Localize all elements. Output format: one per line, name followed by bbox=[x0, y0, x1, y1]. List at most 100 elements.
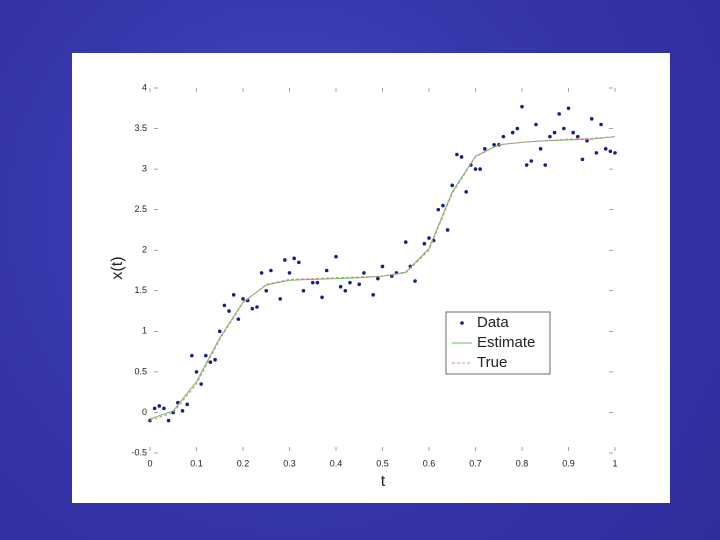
data-point bbox=[501, 134, 506, 139]
data-point bbox=[320, 295, 324, 300]
y-tick-label: 2.5 bbox=[134, 204, 147, 214]
data-point bbox=[334, 254, 338, 259]
x-axis-label: t bbox=[381, 473, 386, 490]
data-point bbox=[269, 268, 273, 273]
legend-label: True bbox=[477, 354, 507, 371]
y-tick-label: 2 bbox=[142, 245, 147, 255]
data-point bbox=[236, 317, 241, 321]
data-point bbox=[529, 159, 534, 163]
panel bbox=[72, 53, 670, 503]
data-point bbox=[301, 288, 306, 293]
data-point bbox=[548, 134, 552, 139]
data-point bbox=[292, 256, 296, 261]
data-point bbox=[571, 130, 575, 135]
data-point bbox=[473, 167, 478, 171]
data-point bbox=[585, 138, 589, 143]
legend-label: Data bbox=[477, 314, 509, 331]
data-point bbox=[464, 190, 469, 194]
y-tick-label: 4 bbox=[142, 82, 147, 92]
y-tick-label: 3.5 bbox=[134, 123, 147, 133]
data-point bbox=[152, 406, 157, 411]
data-point bbox=[483, 147, 487, 151]
y-axis-label: x(t) bbox=[109, 256, 126, 279]
data-point bbox=[510, 130, 515, 135]
x-tick-label: 1 bbox=[612, 458, 617, 468]
data-point bbox=[222, 303, 227, 308]
data-point bbox=[157, 404, 162, 408]
data-point bbox=[455, 152, 459, 157]
data-point bbox=[324, 268, 329, 273]
data-point bbox=[241, 297, 245, 301]
data-point bbox=[217, 329, 222, 334]
data-point bbox=[520, 104, 524, 109]
data-point bbox=[348, 280, 352, 285]
data-point bbox=[594, 151, 599, 155]
line bbox=[149, 136, 616, 422]
data-point bbox=[376, 276, 380, 281]
data-point bbox=[194, 370, 199, 374]
data-point bbox=[180, 409, 185, 413]
data-point bbox=[190, 353, 194, 358]
data-point bbox=[422, 241, 427, 246]
data-point bbox=[185, 402, 189, 407]
x-tick-label: 0.4 bbox=[330, 458, 343, 468]
data-point bbox=[608, 149, 613, 154]
data-point bbox=[343, 288, 348, 293]
data-point bbox=[515, 126, 520, 131]
data-point bbox=[259, 271, 264, 275]
data-point bbox=[278, 297, 283, 301]
data-point bbox=[199, 382, 203, 386]
data-point bbox=[403, 240, 408, 244]
x-tick-label: 0.5 bbox=[376, 458, 389, 468]
x-tick-label: 0.7 bbox=[469, 458, 482, 468]
data-point bbox=[445, 228, 450, 232]
data-point bbox=[576, 134, 580, 139]
x-tick-label: 0.2 bbox=[237, 458, 250, 468]
data-point bbox=[589, 117, 594, 121]
data-point bbox=[543, 163, 548, 167]
y-tick-label: 3 bbox=[142, 163, 147, 173]
data-point bbox=[450, 183, 455, 188]
data-point bbox=[250, 306, 255, 311]
data-point bbox=[436, 207, 441, 212]
data-point bbox=[534, 122, 538, 127]
data-point bbox=[371, 293, 376, 297]
y-tick-label: 1.5 bbox=[134, 285, 147, 295]
data-point bbox=[310, 280, 315, 285]
data-point bbox=[357, 282, 362, 287]
legend-marker bbox=[460, 321, 464, 325]
data-point bbox=[162, 406, 166, 411]
data-point bbox=[427, 236, 431, 240]
data-point bbox=[492, 142, 496, 147]
x-tick-label: 0.3 bbox=[283, 458, 296, 468]
data-point bbox=[562, 126, 566, 131]
data-point bbox=[255, 305, 259, 309]
data-point bbox=[362, 271, 366, 275]
data-point bbox=[557, 112, 561, 116]
data-point bbox=[552, 130, 557, 135]
x-tick-label: 0.6 bbox=[423, 458, 436, 468]
x-tick-label: 0.9 bbox=[562, 458, 575, 468]
data-point bbox=[283, 258, 287, 262]
data-point bbox=[208, 360, 213, 364]
data-point bbox=[566, 106, 571, 111]
data-point bbox=[297, 260, 301, 265]
data-point bbox=[227, 309, 231, 313]
data-point bbox=[315, 280, 320, 285]
data-point bbox=[287, 271, 292, 275]
data-point bbox=[380, 264, 385, 269]
data-point bbox=[599, 122, 603, 127]
x-tick-label: 0 bbox=[147, 458, 152, 468]
y-tick-label: 1 bbox=[142, 326, 147, 336]
data-point bbox=[459, 155, 464, 159]
data-point bbox=[524, 163, 529, 167]
data-point bbox=[613, 151, 617, 155]
data-point bbox=[166, 418, 171, 423]
data-point bbox=[213, 357, 217, 362]
data-point bbox=[390, 274, 394, 278]
x-tick-label: 0.1 bbox=[190, 458, 203, 468]
data-point bbox=[338, 284, 343, 289]
data-point bbox=[441, 203, 445, 208]
